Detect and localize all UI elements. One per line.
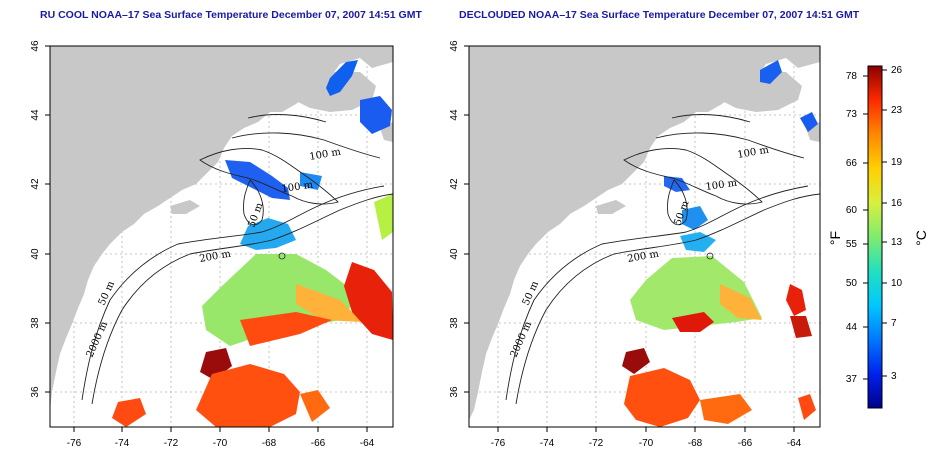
fahrenheit-label: 50 xyxy=(846,278,858,289)
axis-ticks xyxy=(464,45,795,432)
land-mass xyxy=(469,46,820,420)
celsius-label: 3 xyxy=(891,371,897,382)
latitude-tick-labels: 36 38 40 42 44 46 xyxy=(30,40,41,398)
fahrenheit-scale-labels: 78 73 66 60 55 50 44 37 xyxy=(846,71,858,385)
lon-tick-label: -72 xyxy=(164,438,179,449)
fahrenheit-label: 37 xyxy=(846,374,858,385)
axis-ticks xyxy=(45,45,368,432)
lat-tick-label: 44 xyxy=(30,109,41,121)
lat-tick-label: 40 xyxy=(30,248,41,260)
lat-tick-label: 44 xyxy=(449,109,460,121)
lat-tick-label: 38 xyxy=(30,317,41,329)
fahrenheit-label: 73 xyxy=(846,109,858,120)
lon-tick-label: -66 xyxy=(738,438,753,449)
celsius-unit-label: °C xyxy=(913,230,929,246)
lon-tick-label: -76 xyxy=(491,438,506,449)
right-map-title: DECLOUDED NOAA–17 Sea Surface Temperatur… xyxy=(459,9,860,21)
celsius-label: 16 xyxy=(891,198,903,209)
lon-tick-label: -68 xyxy=(262,438,277,449)
lon-tick-label: -64 xyxy=(360,438,375,449)
map-frame xyxy=(468,45,821,428)
lon-tick-label: -74 xyxy=(540,438,555,449)
buoy-marker xyxy=(706,252,714,260)
lat-tick-label: 42 xyxy=(449,178,460,190)
lat-tick-label: 46 xyxy=(30,40,41,52)
lon-tick-label: -70 xyxy=(213,438,228,449)
celsius-label: 26 xyxy=(891,65,903,76)
left-map-title: RU COOL NOAA–17 Sea Surface Temperature … xyxy=(40,9,422,21)
bathymetry-contours xyxy=(505,114,820,405)
celsius-label: 19 xyxy=(891,157,903,168)
lon-tick-label: -64 xyxy=(787,438,802,449)
colorbar-gradient xyxy=(867,65,883,409)
fahrenheit-label: 55 xyxy=(846,239,858,250)
temperature-colorbar: 78 73 66 60 55 50 44 37 26 23 19 16 13 1… xyxy=(827,65,929,409)
map-frame xyxy=(49,45,394,428)
lon-tick-label: -66 xyxy=(311,438,326,449)
right-map-panel: 100 m 100 m 50 m 200 m 50 m 2000 m -76 -… xyxy=(449,40,821,449)
lon-tick-label: -76 xyxy=(67,438,82,449)
contour-label-100m: 100 m xyxy=(281,180,314,195)
celsius-scale-labels: 26 23 19 16 13 10 7 3 xyxy=(891,65,903,382)
celsius-label: 10 xyxy=(891,278,903,289)
fahrenheit-label: 78 xyxy=(846,71,858,82)
lat-tick-label: 36 xyxy=(30,386,41,398)
contour-label-100m: 100 m xyxy=(705,178,738,193)
lon-tick-label: -72 xyxy=(589,438,604,449)
bathymetry-contours xyxy=(81,114,393,405)
buoy-marker xyxy=(278,252,286,260)
colorbar-ticks xyxy=(863,69,887,380)
lat-tick-label: 36 xyxy=(449,386,460,398)
fahrenheit-label: 66 xyxy=(846,158,858,169)
fahrenheit-unit-label: °F xyxy=(827,231,843,245)
left-map-panel: 100 m 100 m 50 m 200 m 50 m 2000 m -76 -… xyxy=(30,40,394,449)
longitude-tick-labels: -76 -74 -72 -70 -68 -66 -64 xyxy=(491,438,802,449)
lat-tick-label: 38 xyxy=(449,317,460,329)
fahrenheit-label: 60 xyxy=(846,205,858,216)
sst-data-overlay xyxy=(112,60,393,427)
lon-tick-label: -70 xyxy=(639,438,654,449)
celsius-label: 13 xyxy=(891,237,903,248)
lon-tick-label: -68 xyxy=(688,438,703,449)
lat-tick-label: 46 xyxy=(449,40,460,52)
lat-tick-label: 40 xyxy=(449,248,460,260)
fahrenheit-label: 44 xyxy=(846,322,858,333)
lon-tick-label: -74 xyxy=(115,438,130,449)
latitude-tick-labels: 36 38 40 42 44 46 xyxy=(449,40,460,398)
lat-tick-label: 42 xyxy=(30,178,41,190)
celsius-label: 23 xyxy=(891,105,903,116)
longitude-tick-labels: -76 -74 -72 -70 -68 -66 -64 xyxy=(67,438,375,449)
celsius-label: 7 xyxy=(891,318,897,329)
